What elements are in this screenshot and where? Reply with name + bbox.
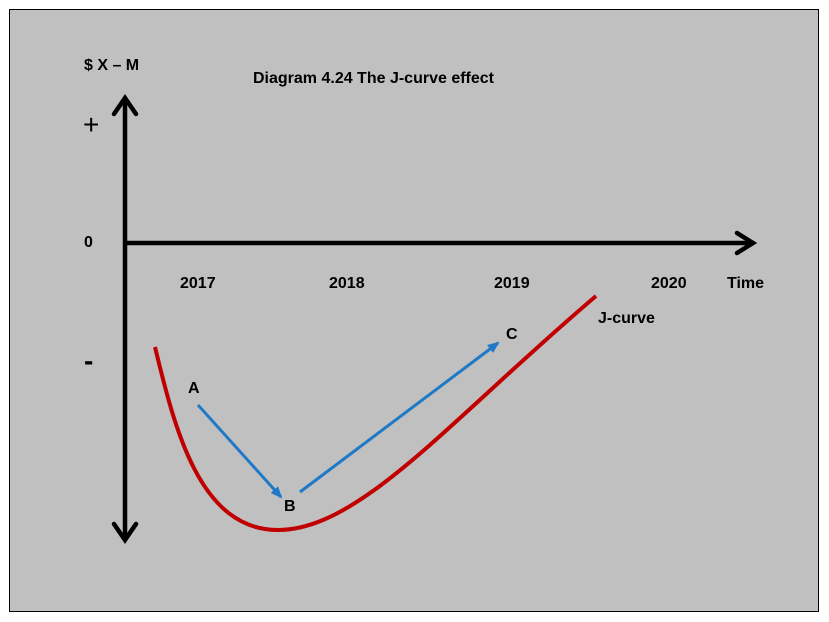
diagram-title: Diagram 4.24 The J-curve effect (253, 70, 494, 87)
j-curve (153, 294, 598, 533)
x-axis-label: Time (727, 275, 765, 292)
j-curve-label: J-curve (598, 310, 655, 327)
plus-mark: + (83, 109, 100, 140)
point-c-label: C (506, 326, 518, 343)
x-axis (125, 230, 758, 256)
diagram-frame (9, 9, 819, 612)
x-tick-2017: 2017 (180, 275, 216, 292)
y-axis (111, 94, 139, 544)
point-b-label: B (284, 498, 296, 515)
point-a-label: A (188, 380, 200, 397)
arrow-a-to-b (196, 403, 283, 499)
x-tick-2019: 2019 (494, 275, 530, 292)
zero-mark: 0 (84, 234, 93, 251)
x-tick-2018: 2018 (329, 275, 365, 292)
minus-mark: - (84, 345, 94, 376)
arrow-b-to-c (299, 341, 500, 494)
x-tick-2020: 2020 (651, 275, 687, 292)
y-axis-label: $ X – M (84, 57, 140, 74)
